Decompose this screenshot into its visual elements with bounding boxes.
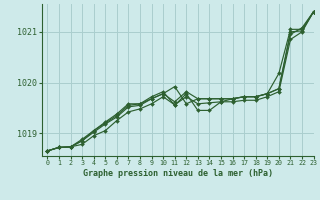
X-axis label: Graphe pression niveau de la mer (hPa): Graphe pression niveau de la mer (hPa)	[83, 169, 273, 178]
